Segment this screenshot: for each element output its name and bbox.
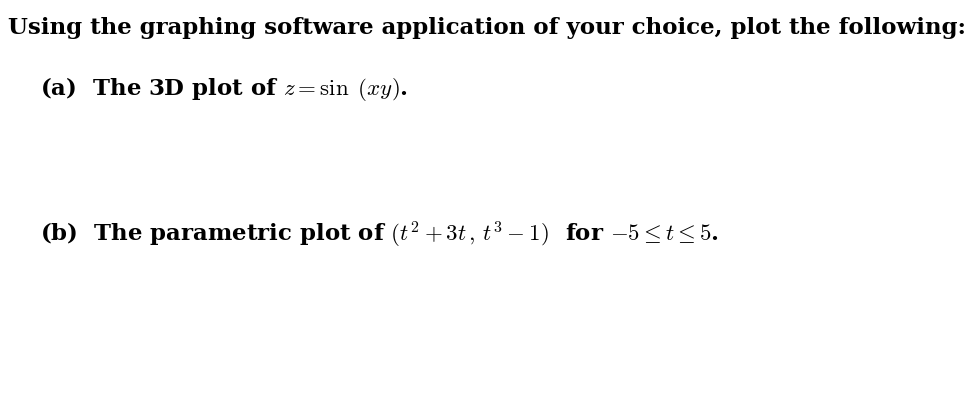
Text: (a)  The 3D plot of $z = \sin\ (xy)$.: (a) The 3D plot of $z = \sin\ (xy)$. bbox=[40, 75, 408, 103]
Text: (b)  The parametric plot of $(t^2 + 3t\,,\,t^3 - 1)$  for $-5 \leq t \leq 5$.: (b) The parametric plot of $(t^2 + 3t\,,… bbox=[40, 220, 719, 250]
Text: Using the graphing software application of your choice, plot the following:: Using the graphing software application … bbox=[8, 17, 966, 39]
